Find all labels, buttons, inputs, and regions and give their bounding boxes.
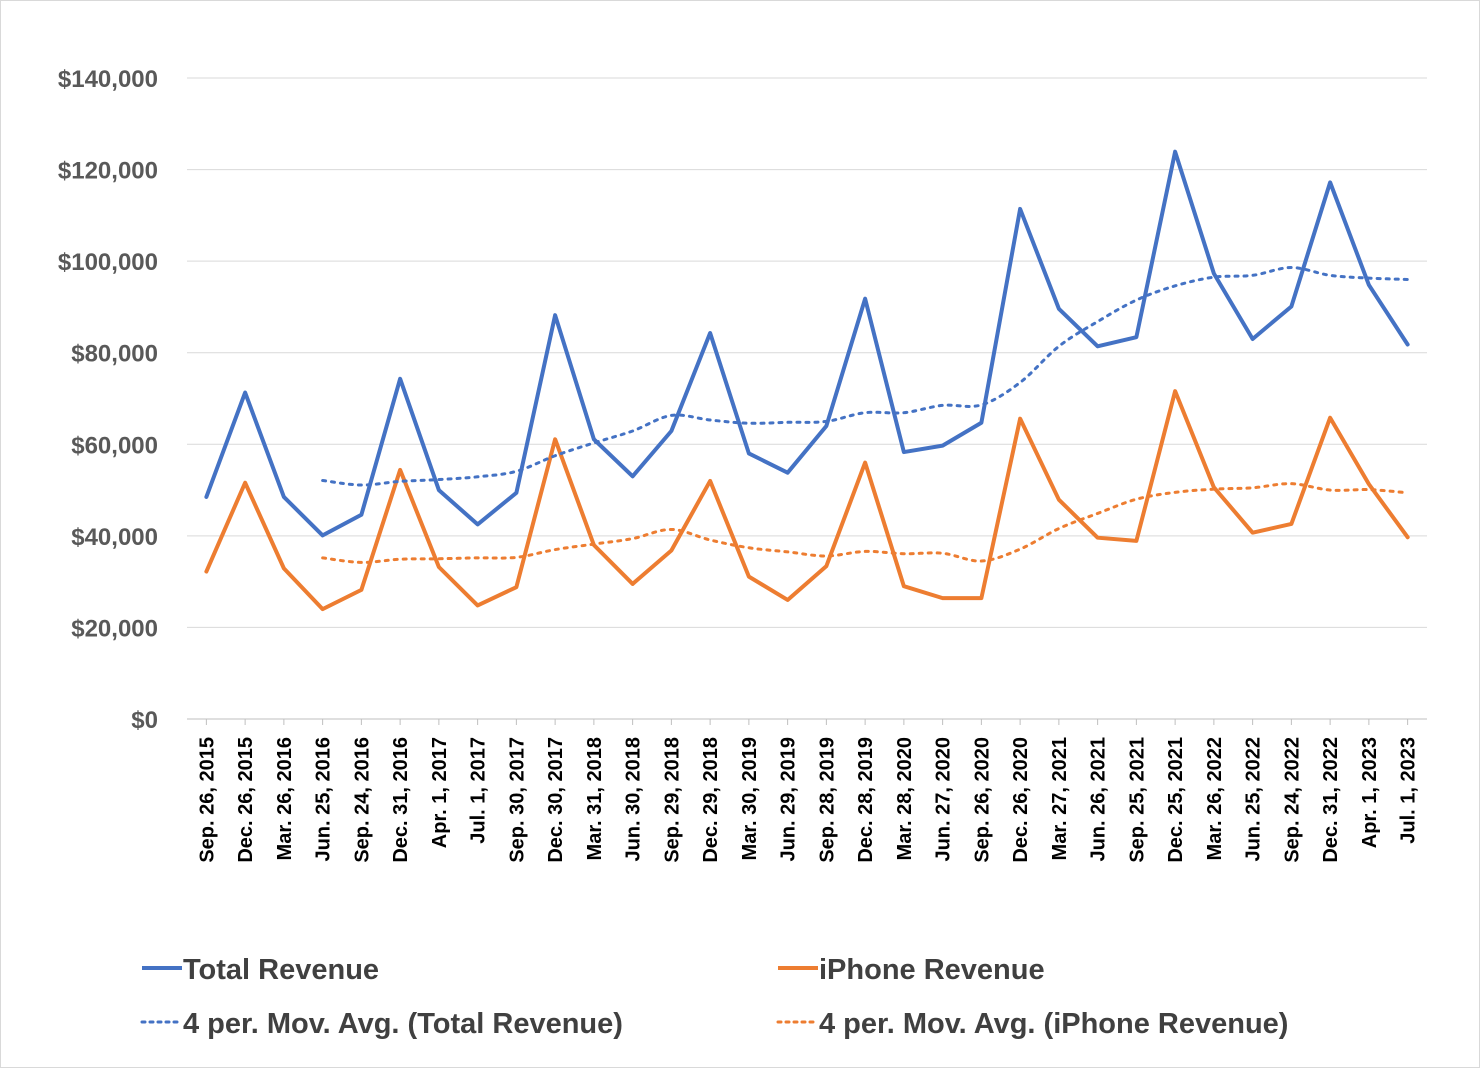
x-tick-label: Sep. 30, 2017: [506, 737, 528, 863]
x-tick-label: Mar. 26, 2016: [274, 737, 296, 860]
x-axis-tick-labels: Sep. 26, 2015 Dec. 26, 2015 Mar. 26, 2016 J…: [196, 719, 1420, 863]
iphone-revenue-line: [204, 389, 1410, 612]
y-tick-label: $60,000: [71, 432, 158, 459]
y-tick-label: $140,000: [58, 66, 158, 93]
x-tick-label: Dec. 26, 2020: [1010, 737, 1032, 863]
y-tick-label: $80,000: [71, 341, 158, 368]
x-tick-label: Sep. 25, 2021: [1126, 737, 1148, 863]
x-tick-label: Dec. 31, 2016: [390, 737, 412, 863]
x-tick-label: Apr. 1, 2023: [1359, 737, 1381, 848]
x-tick-label: Sep. 29, 2018: [661, 737, 683, 863]
mov-avg-total-line: [321, 266, 1410, 487]
x-tick-label: Mar. 27, 2021: [1049, 737, 1071, 860]
x-tick-label: Apr. 1, 2017: [429, 737, 451, 848]
legend-label-total-revenue: Total Revenue: [183, 954, 379, 986]
x-tick-label: Dec. 29, 2018: [700, 737, 722, 863]
y-tick-label: $100,000: [58, 249, 158, 276]
x-tick-label: Jun. 29, 2019: [778, 737, 800, 862]
x-tick-label: Dec. 26, 2015: [235, 737, 257, 863]
x-tick-label: Jul. 1, 2023: [1398, 737, 1420, 844]
x-tick-label: Jun. 25, 2016: [313, 737, 335, 862]
data-series: [204, 149, 1410, 612]
legend: Total Revenue iPhone Revenue 4 per. Mov.…: [140, 954, 1288, 1040]
gridlines: [187, 77, 1427, 720]
x-tick-label: Sep. 24, 2016: [351, 737, 373, 863]
x-tick-label: Sep. 26, 2020: [971, 737, 993, 863]
legend-label-iphone-revenue: iPhone Revenue: [819, 954, 1045, 986]
y-tick-label: $120,000: [58, 158, 158, 185]
x-tick-label: Mar. 30, 2019: [739, 737, 761, 860]
x-tick-label: Jun. 27, 2020: [933, 737, 955, 862]
x-tick-label: Jun. 25, 2022: [1243, 737, 1265, 862]
legend-label-mov-avg-total: 4 per. Mov. Avg. (Total Revenue): [183, 1008, 623, 1040]
x-tick-label: Jun. 30, 2018: [623, 737, 645, 862]
x-tick-label: Dec. 25, 2021: [1165, 737, 1187, 863]
x-tick-label: Jun. 26, 2021: [1088, 737, 1110, 862]
x-tick-label: Sep. 26, 2015: [196, 737, 218, 863]
y-tick-label: $20,000: [71, 615, 158, 642]
y-axis-tick-labels: $0 $20,000 $40,000 $60,000 $80,000 $100,000 $1…: [58, 66, 158, 734]
x-tick-label: Dec. 31, 2022: [1320, 737, 1342, 863]
x-tick-label: Dec. 28, 2019: [855, 737, 877, 863]
x-tick-label: Mar. 28, 2020: [894, 737, 916, 860]
y-tick-label: $0: [131, 707, 158, 734]
x-tick-label: Jul. 1, 2017: [468, 737, 490, 844]
legend-label-mov-avg-iphone: 4 per. Mov. Avg. (iPhone Revenue): [819, 1008, 1288, 1040]
mov-avg-iphone-line: [321, 482, 1410, 564]
x-tick-label: Mar. 26, 2022: [1204, 737, 1226, 860]
total-revenue-line: [204, 149, 1410, 538]
x-tick-label: Mar. 31, 2018: [584, 737, 606, 860]
y-tick-label: $40,000: [71, 524, 158, 551]
x-tick-label: Sep. 24, 2022: [1281, 737, 1303, 863]
x-tick-label: Sep. 28, 2019: [816, 737, 838, 863]
x-tick-label: Dec. 30, 2017: [545, 737, 567, 863]
